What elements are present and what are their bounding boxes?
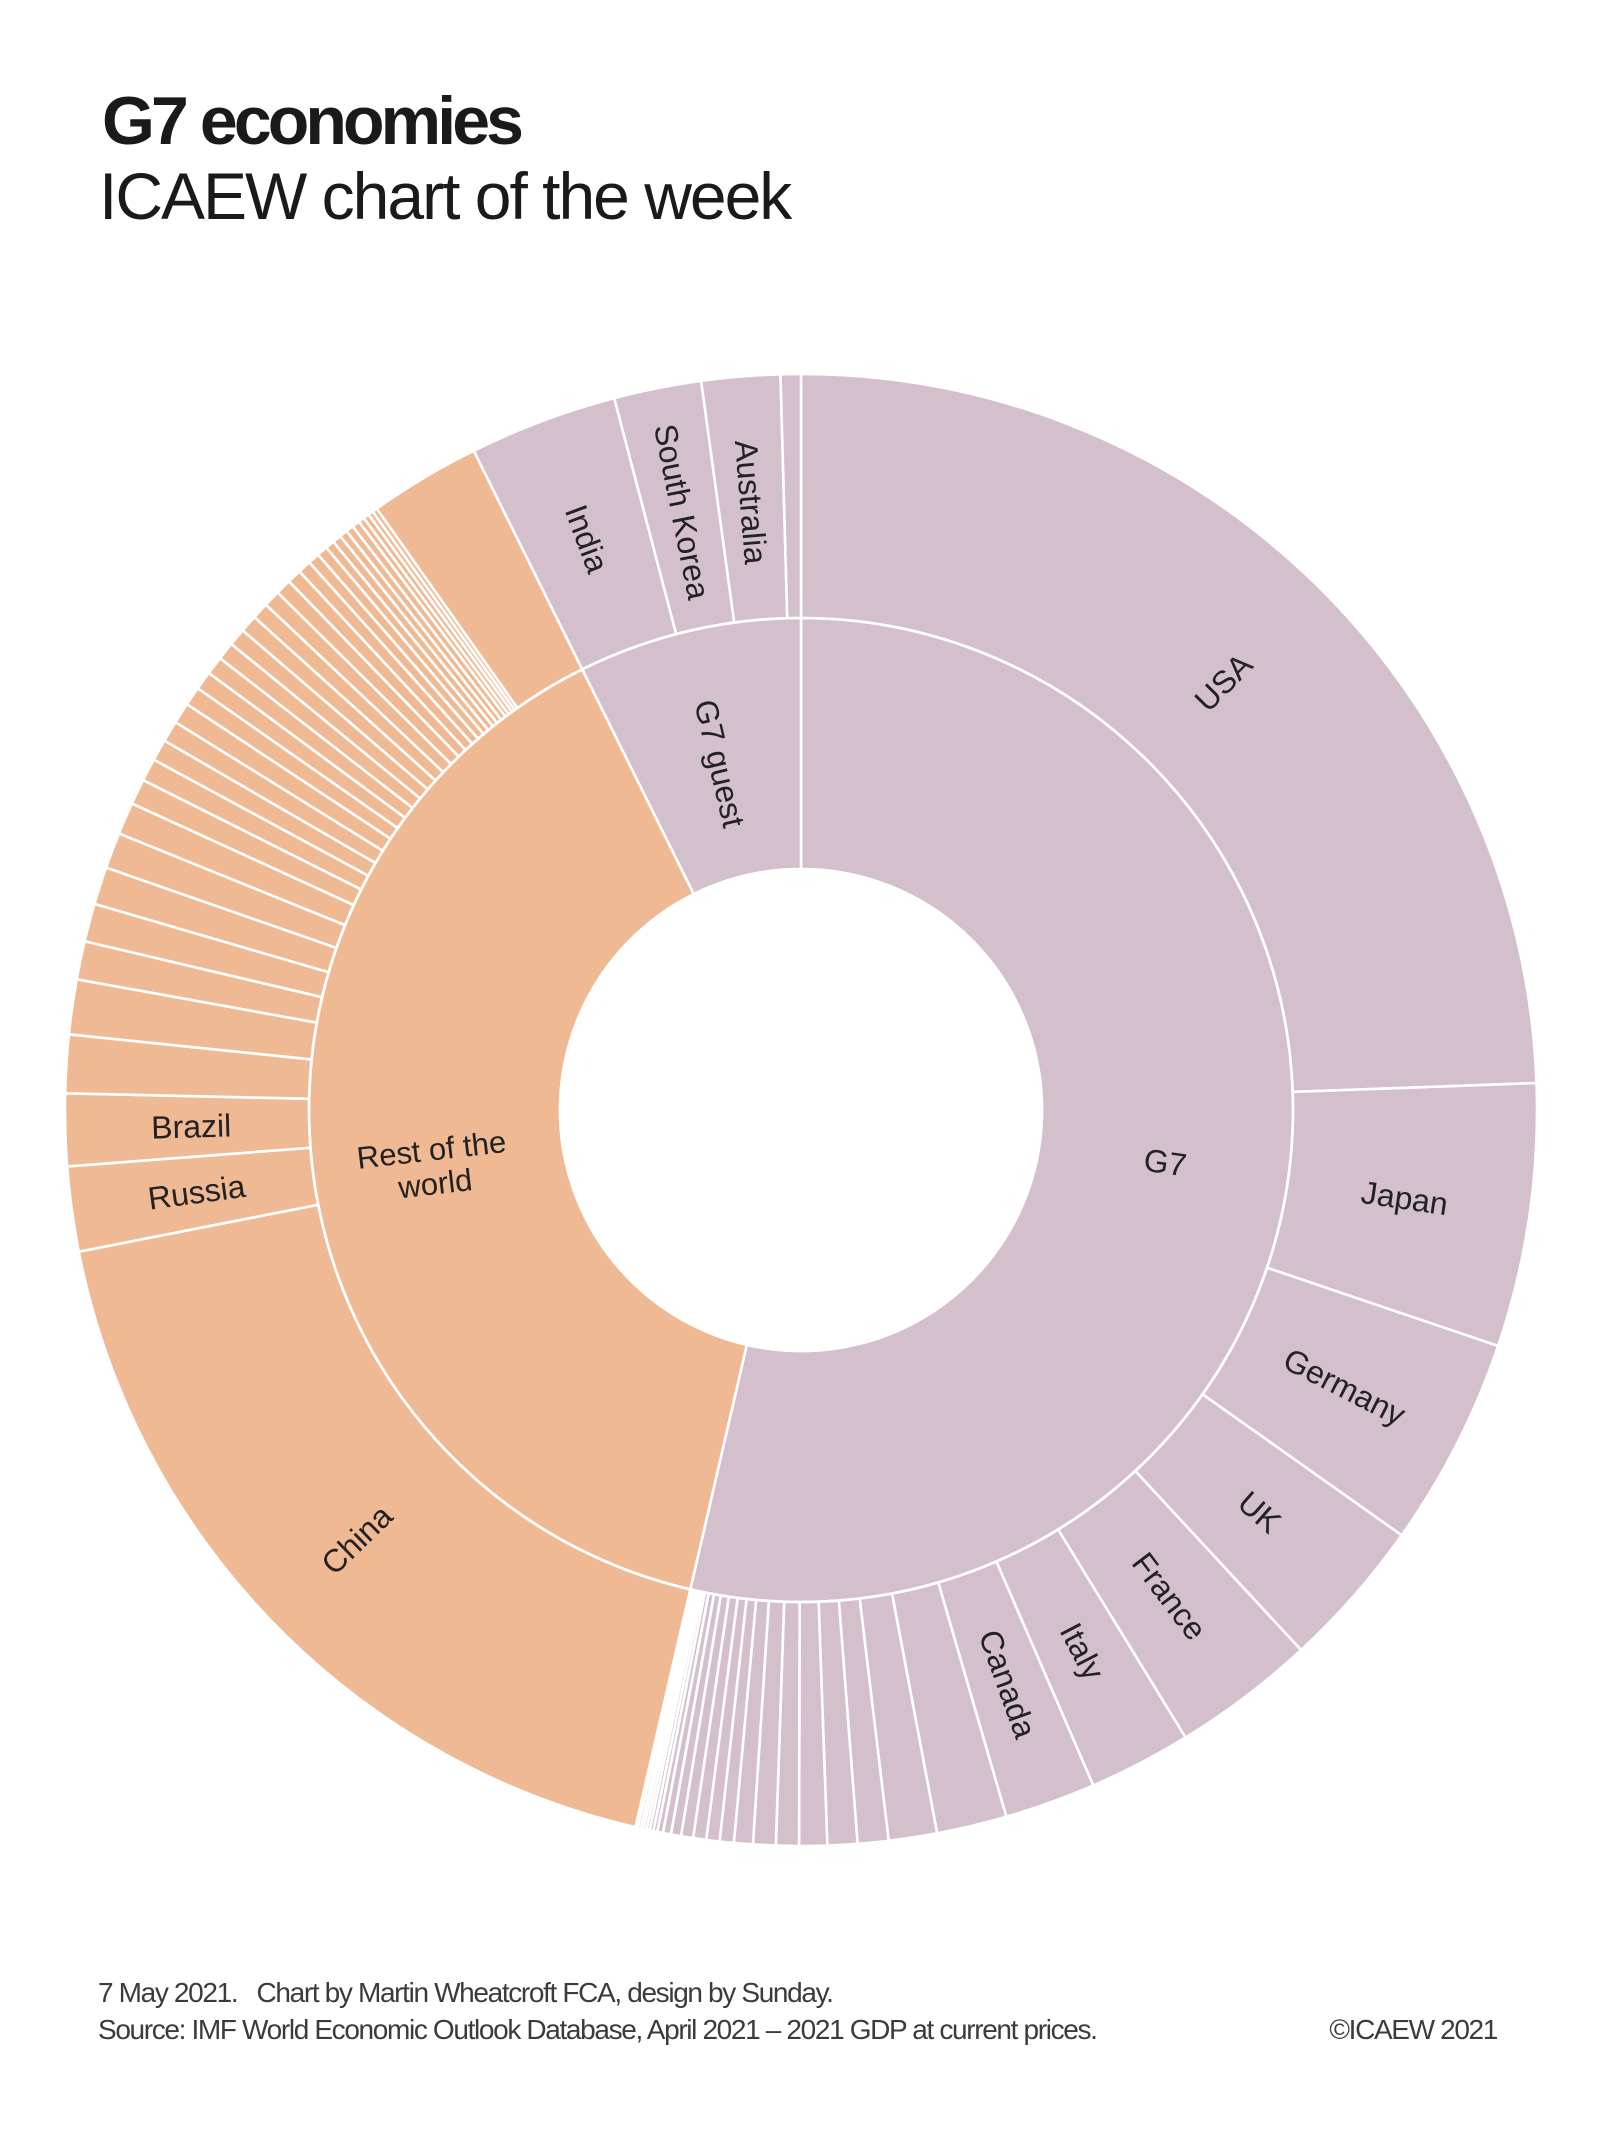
svg-text:G7: G7	[1142, 1142, 1189, 1184]
svg-text:Brazil: Brazil	[151, 1107, 232, 1145]
